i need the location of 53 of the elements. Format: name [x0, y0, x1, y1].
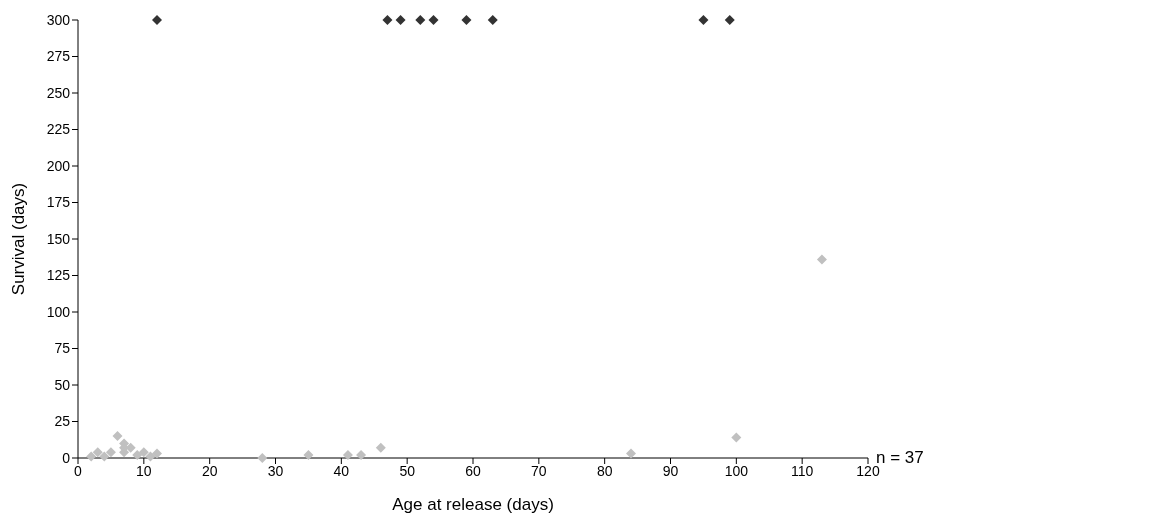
y-tick-label: 175: [46, 194, 71, 211]
x-tick-label: 30: [267, 462, 284, 479]
x-tick-label: 10: [136, 462, 152, 479]
point: [428, 15, 439, 25]
point: [112, 431, 123, 442]
x-tick-label: 60: [465, 462, 481, 479]
point: [138, 447, 149, 458]
x-tick-label: 70: [531, 462, 547, 479]
x-tick-label: 80: [596, 462, 613, 479]
point: [395, 15, 406, 25]
x-tick-label: 110: [791, 462, 814, 479]
x-tick-label: 50: [399, 462, 416, 479]
x-tick-label: 90: [662, 462, 679, 479]
x-axis-title: Age at release (days): [392, 495, 554, 515]
y-tick-label: 125: [46, 267, 71, 284]
point: [731, 432, 742, 443]
y-tick-label: 150: [46, 230, 71, 247]
point: [257, 453, 268, 463]
y-tick-label: 200: [46, 157, 71, 174]
point: [356, 450, 367, 461]
point: [461, 15, 472, 25]
y-tick-label: 275: [46, 48, 71, 65]
point: [152, 448, 162, 459]
y-tick-label: 75: [54, 340, 71, 357]
point: [415, 15, 426, 25]
x-tick-label: 40: [333, 462, 350, 479]
y-tick-label: 250: [46, 84, 71, 101]
point: [487, 15, 498, 25]
point: [132, 450, 143, 461]
point: [724, 15, 735, 25]
point: [303, 450, 314, 461]
y-axis-title: Survival (days): [9, 182, 29, 296]
point: [698, 15, 709, 25]
x-tick-label: 100: [724, 462, 749, 479]
point: [92, 447, 103, 458]
x-tick-label: 0: [74, 462, 83, 479]
point: [816, 254, 827, 265]
point: [152, 15, 162, 25]
point: [375, 442, 386, 453]
point: [105, 447, 116, 458]
y-tick-label: 225: [46, 121, 71, 138]
y-tick-label: 300: [46, 11, 71, 28]
point: [99, 451, 110, 462]
point: [626, 448, 636, 459]
point: [342, 450, 353, 461]
y-tick-label: 0: [62, 449, 71, 466]
point: [145, 451, 156, 462]
x-tick-label: 20: [201, 462, 218, 479]
point: [86, 451, 97, 462]
y-tick-label: 100: [46, 303, 71, 320]
y-tick-label: 25: [54, 413, 71, 430]
point: [382, 15, 393, 25]
y-tick-label: 50: [54, 376, 71, 393]
